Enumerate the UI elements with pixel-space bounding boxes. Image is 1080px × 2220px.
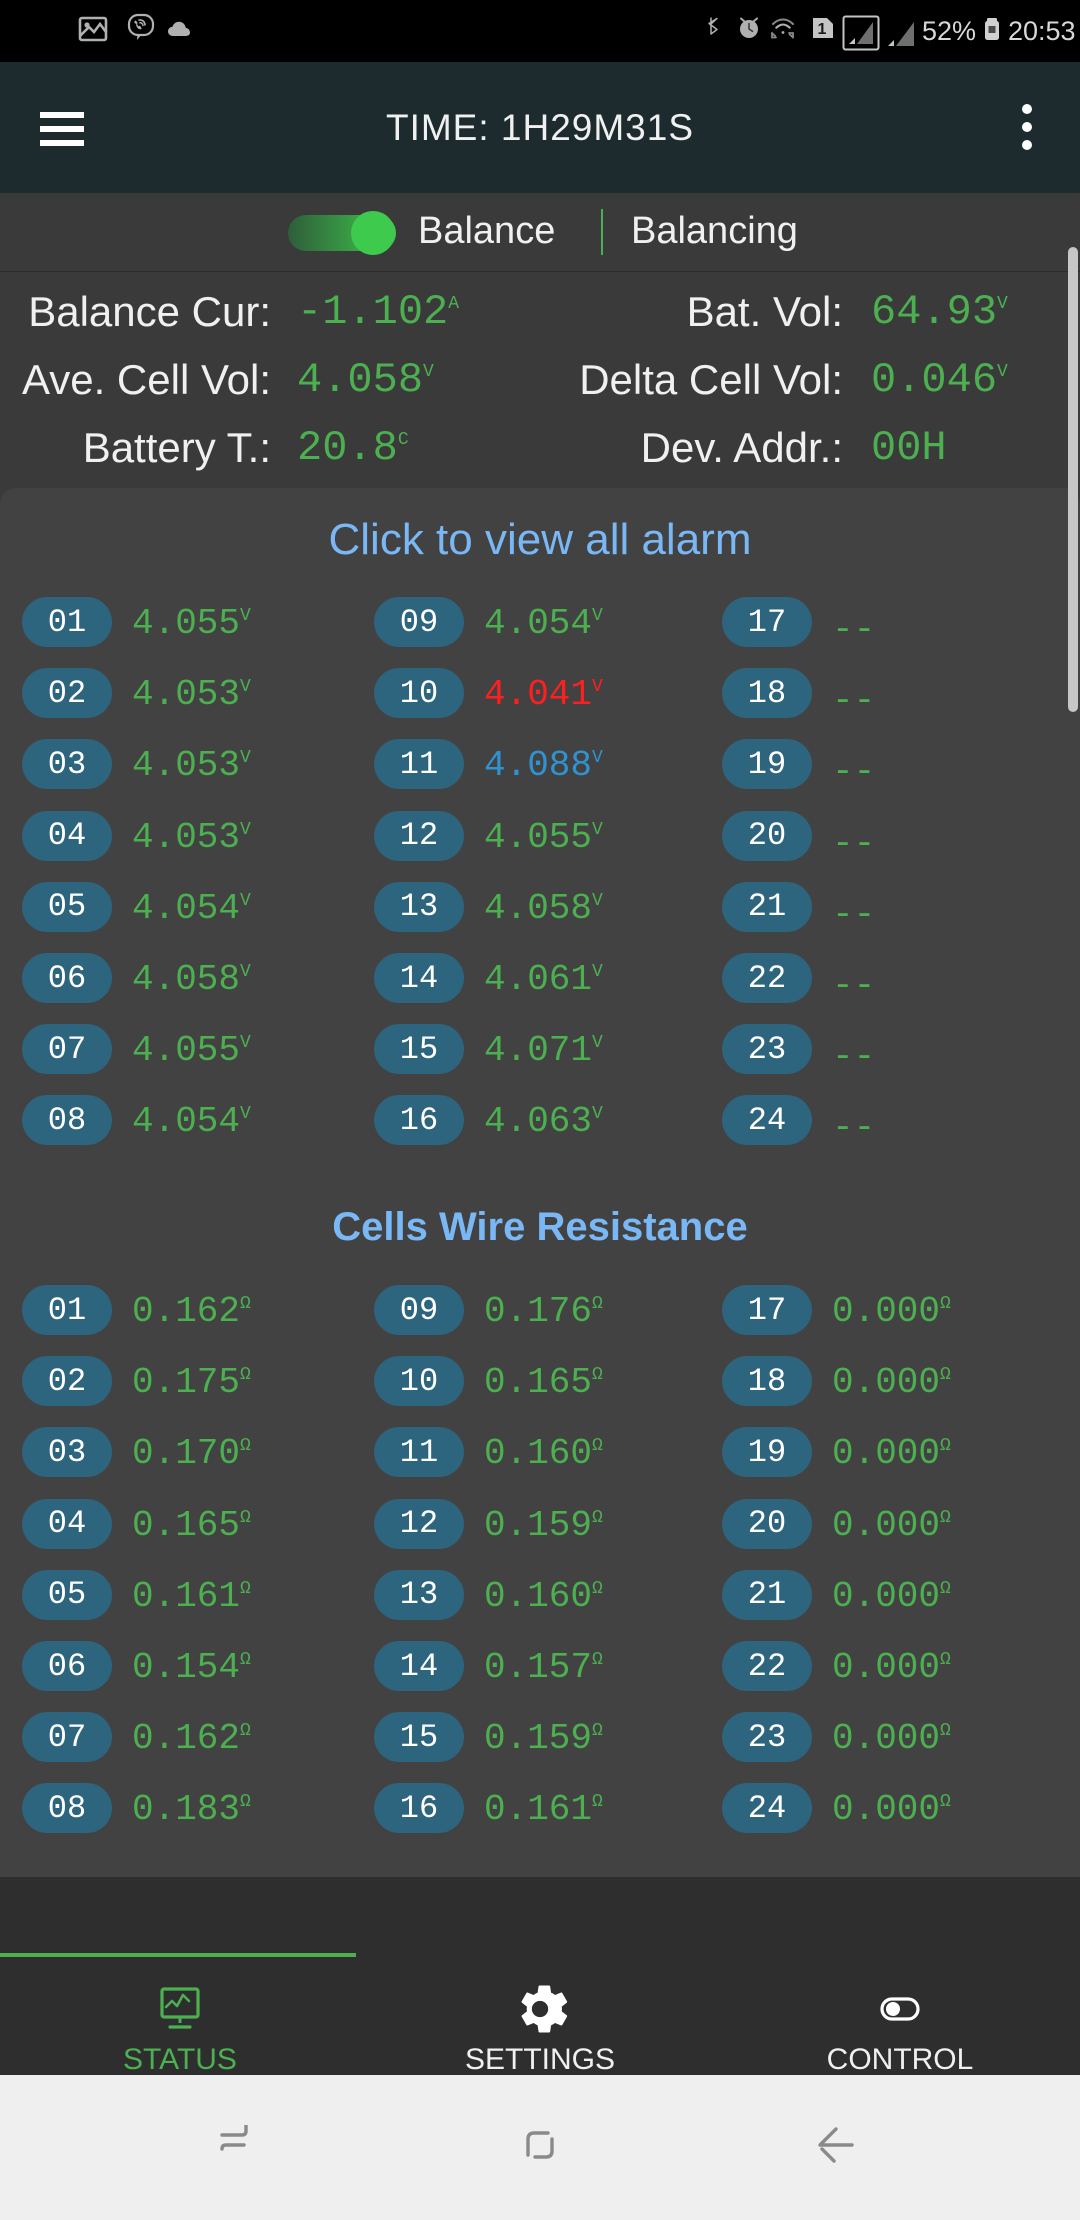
svg-text:52%: 52% xyxy=(922,16,976,46)
svg-text:1: 1 xyxy=(818,21,827,38)
svg-text:20:53: 20:53 xyxy=(1008,16,1076,46)
